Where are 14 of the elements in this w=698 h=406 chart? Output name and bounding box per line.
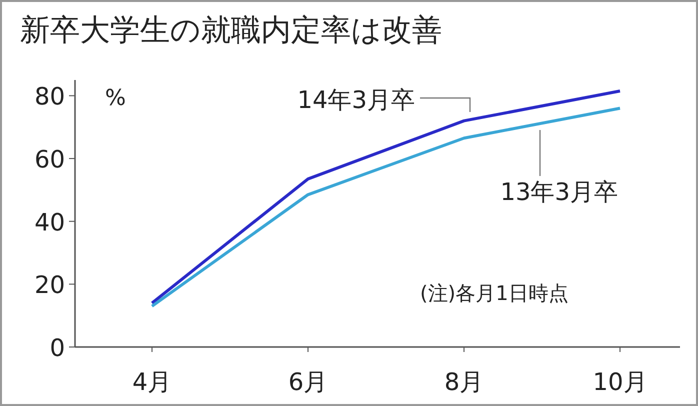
- series-label: 13年3月卒: [500, 178, 618, 206]
- chart-title: 新卒大学生の就職内定率は改善: [20, 13, 442, 48]
- annotation: (注)各月1日時点: [420, 281, 568, 305]
- y-tick-label: 80: [34, 82, 65, 111]
- y-axis-title: %: [105, 86, 126, 111]
- y-tick-label: 60: [34, 146, 65, 174]
- series-label: 14年3月卒: [297, 86, 415, 114]
- x-tick-label: 10月: [592, 368, 648, 396]
- x-tick-label: 4月: [132, 368, 172, 396]
- y-tick-label: 40: [34, 208, 65, 236]
- y-tick-label: 20: [34, 271, 65, 300]
- y-tick-label: 0: [50, 334, 65, 362]
- x-tick-label: 6月: [288, 368, 328, 396]
- x-tick-label: 8月: [444, 368, 484, 396]
